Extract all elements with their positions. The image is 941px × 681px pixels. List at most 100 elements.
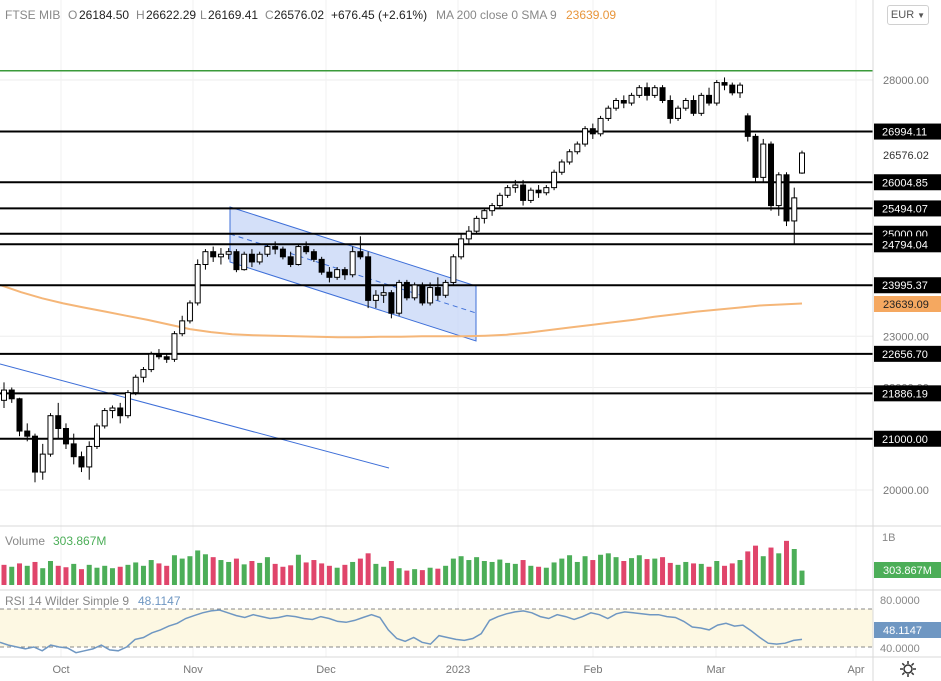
volume-bar-down	[210, 557, 216, 585]
candle-up	[225, 251, 232, 255]
candle-up	[458, 238, 465, 258]
candle-down	[287, 256, 294, 265]
volume-bar-up	[125, 564, 131, 585]
volume-bar-up	[474, 557, 480, 585]
volume-tag-label: 303.867M	[883, 565, 932, 577]
time-tick-label: Oct	[52, 664, 69, 676]
candle-up	[256, 253, 263, 263]
candle-up	[372, 294, 379, 301]
candle-up	[109, 407, 116, 412]
volume-bar-up	[636, 555, 642, 585]
candle-up	[682, 100, 689, 109]
volume-bar-up	[629, 558, 635, 585]
volume-bar-up	[71, 563, 77, 585]
volume-bar-up	[605, 553, 611, 585]
volume-bar-down	[55, 565, 61, 585]
volume-bar-up	[218, 560, 224, 585]
volume-bar-down	[435, 568, 441, 585]
volume-bar-up	[140, 565, 146, 585]
time-tick-label: Nov	[183, 664, 203, 676]
candle-up	[140, 369, 147, 378]
settings-button[interactable]	[898, 659, 918, 679]
price-tags: 26576.02 23639.09	[874, 150, 941, 312]
volume-value-tag	[874, 562, 941, 578]
volume-bar-up	[148, 560, 154, 585]
rsi-legend: RSI 14 Wilder Simple 9 48.1147 80.0000 4…	[5, 594, 941, 655]
volume-bar-down	[288, 565, 294, 585]
volume-bar-up	[47, 561, 53, 585]
candle-down	[357, 251, 364, 258]
low-label: L	[200, 8, 207, 22]
rsi-axis-40: 40.0000	[880, 643, 920, 655]
candle-down	[310, 251, 317, 260]
rsi-label: RSI 14 Wilder Simple 9	[5, 594, 129, 608]
candle-up	[675, 107, 682, 119]
volume-bars	[1, 540, 805, 585]
rsi-line	[0, 609, 803, 654]
volume-bar-down	[78, 569, 84, 585]
volume-bar-down	[156, 563, 162, 585]
level-tag	[874, 345, 941, 362]
volume-bar-up	[443, 565, 449, 585]
candle-down	[16, 398, 23, 432]
candle-down	[620, 100, 627, 104]
candle-down	[318, 258, 325, 273]
candle-down	[783, 174, 790, 222]
low-value: 26169.41	[208, 8, 258, 22]
level-tag-label: 26994.11	[882, 127, 927, 139]
volume-bar-up	[102, 565, 108, 585]
volume-bar-down	[706, 566, 712, 585]
volume-bar-up	[109, 568, 115, 585]
candle-down	[667, 100, 674, 119]
candle-down	[403, 281, 410, 299]
volume-bar-down	[249, 561, 255, 585]
time-axis[interactable]: Oct Nov Dec 2023 Feb Mar Apr	[52, 664, 864, 676]
volume-bar-up	[737, 560, 743, 585]
volume-bar-up	[551, 562, 557, 585]
candle-up	[775, 174, 782, 207]
time-tick-label: Feb	[584, 664, 603, 676]
gear-icon	[900, 661, 916, 677]
volume-bar-up	[40, 568, 46, 585]
volume-bar-down	[16, 563, 22, 585]
volume-bar-up	[683, 561, 689, 585]
currency-selector[interactable]: EUR ▼	[887, 5, 929, 25]
level-tag-label: 22656.70	[882, 349, 928, 361]
candle-up	[380, 292, 387, 296]
volume-bar-down	[660, 557, 666, 585]
volume-bar-up	[799, 570, 805, 585]
volume-bar-up	[396, 568, 402, 585]
candle-up	[504, 187, 511, 196]
volume-bar-up	[458, 556, 464, 585]
volume-axis-label: 1B	[882, 532, 895, 544]
ma-price-tag	[874, 296, 941, 312]
ma-legend-value: 23639.09	[566, 8, 616, 22]
volume-bar-up	[94, 567, 100, 585]
downtrend-line[interactable]	[0, 363, 390, 469]
volume-bar-up	[295, 554, 301, 585]
candle-up	[574, 143, 581, 153]
candle-down	[706, 94, 713, 104]
candle-down	[535, 189, 542, 194]
level-tag	[874, 236, 941, 253]
candle-up	[396, 281, 403, 314]
volume-bar-up	[179, 558, 185, 585]
candle-up	[186, 302, 193, 322]
candle-up	[496, 194, 503, 207]
candle-up	[427, 287, 434, 304]
time-tick-label: Mar	[707, 664, 726, 676]
volume-bar-up	[381, 566, 387, 585]
rsi-tag-label: 48.1147	[883, 625, 922, 637]
candle-up	[799, 152, 805, 174]
volume-bar-down	[644, 559, 650, 585]
candle-up	[241, 253, 248, 271]
price-tick-label: 20000.00	[883, 485, 929, 497]
volume-bar-up	[675, 564, 681, 585]
candle-up	[605, 107, 612, 119]
volume-bar-down	[745, 551, 751, 585]
candle-down	[279, 248, 286, 258]
volume-bar-down	[164, 565, 170, 585]
candle-down	[520, 184, 527, 201]
